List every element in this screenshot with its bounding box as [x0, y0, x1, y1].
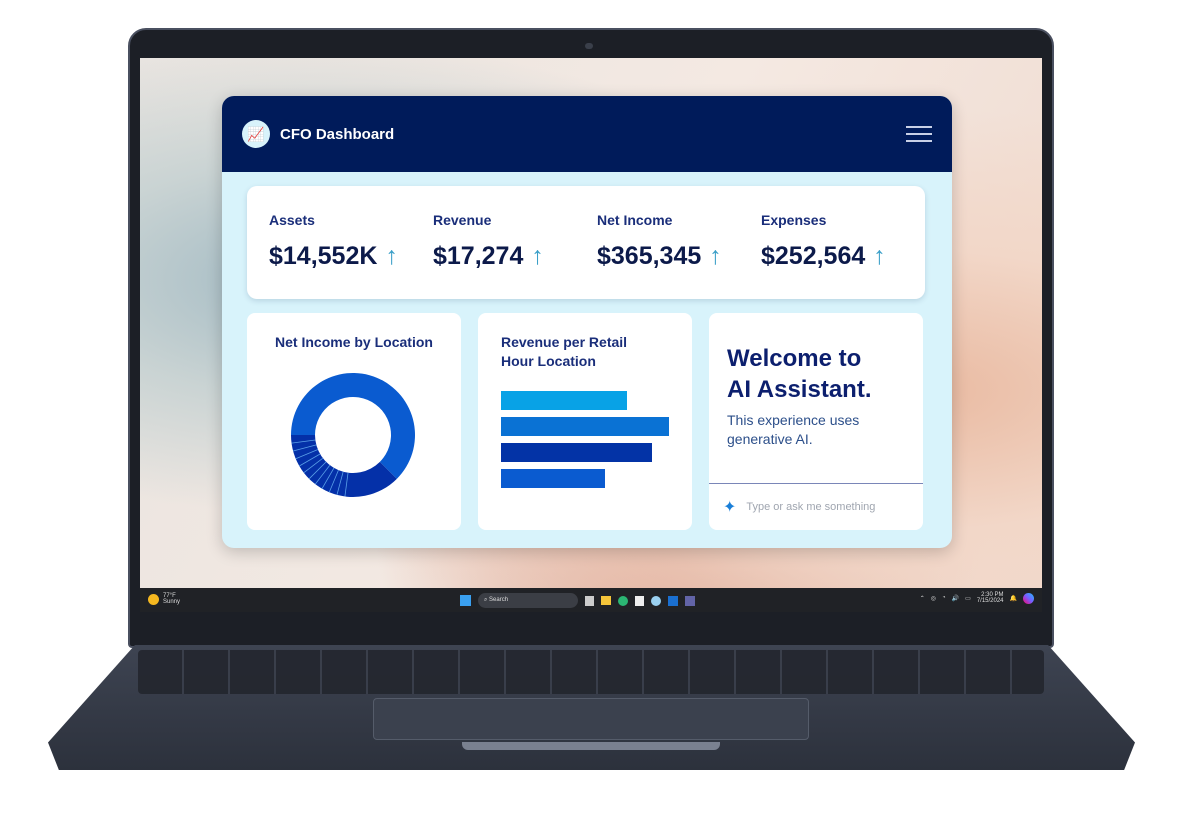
arrow-up-icon: ↑ [873, 242, 886, 270]
kpi-label: Net Income [597, 212, 673, 228]
donut-stripe [308, 461, 327, 480]
donut-stripe [328, 469, 339, 493]
file-explorer-icon[interactable] [601, 596, 611, 605]
donut-stripe [303, 457, 324, 474]
hamburger-menu-icon[interactable] [906, 126, 932, 142]
revenue-card[interactable]: Revenue per Retail Hour Location [478, 313, 692, 530]
ai-assistant-card: Welcome to AI Assistant. This experience … [709, 313, 923, 530]
ai-prompt-input[interactable]: ✦ Type or ask me something [723, 497, 875, 517]
weather-widget[interactable]: 77°F Sunny [148, 593, 180, 605]
kpi-expenses: Expenses $252,564 ↑ [761, 212, 925, 299]
donut-slice [291, 373, 415, 479]
donut-chart [291, 373, 415, 497]
bell-icon[interactable]: 🔔 [1009, 595, 1017, 602]
title-line: Welcome to [727, 345, 862, 372]
clock[interactable]: 2:30 PM 7/15/2024 [977, 592, 1004, 604]
donut-stripe [336, 471, 344, 495]
arrow-up-icon: ↑ [709, 242, 722, 270]
title-line: Revenue per Retail [501, 334, 628, 350]
arrow-up-icon: ↑ [531, 242, 544, 270]
chevron-up-icon[interactable]: ⌃ [919, 595, 925, 602]
weather-text: Sunny [163, 599, 181, 605]
windows-start-icon[interactable] [460, 595, 471, 606]
bar [501, 443, 653, 462]
card-title: Revenue per Retail Hour Location [501, 333, 692, 371]
kpi-value: $17,274 [433, 242, 524, 270]
copilot-icon[interactable] [1023, 592, 1034, 604]
date: 7/15/2024 [976, 598, 1004, 604]
webcam [585, 43, 593, 49]
dashboard-header: 📈 CFO Dashboard [222, 96, 952, 172]
laptop-lip [462, 742, 720, 750]
donut-stripe [344, 472, 349, 497]
kpi-label: Assets [269, 212, 315, 228]
sun-icon [148, 593, 159, 605]
edge-icon[interactable] [618, 595, 628, 606]
kpi-assets: Assets $14,552K ↑ [269, 212, 433, 299]
wifi-icon[interactable]: ◔ [942, 595, 946, 601]
taskbar: 77°F Sunny ⌕ Search ⌃ ◎ ◔ 🔊 ▭ 2:30 PM 7/15/202… [140, 588, 1042, 612]
bar [501, 469, 606, 488]
ai-description: This experience uses generative AI. [727, 412, 860, 447]
copilot-app-icon[interactable] [651, 595, 661, 606]
outlook-icon[interactable] [668, 595, 678, 606]
teams-icon[interactable] [685, 595, 695, 606]
bar [501, 417, 669, 436]
bar [501, 391, 627, 410]
kpi-value: $252,564 [761, 242, 866, 270]
donut-stripe [321, 467, 335, 489]
time: 2:30 PM [981, 592, 1004, 598]
chart-growth-icon: 📈 [242, 120, 270, 148]
battery-icon[interactable]: ▭ [965, 595, 971, 602]
donut-stripe [293, 444, 317, 452]
volume-icon[interactable]: 🔊 [951, 595, 960, 602]
touchpad [373, 698, 809, 740]
app-icon[interactable] [585, 595, 594, 606]
kpi-revenue: Revenue $17,274 ↑ [433, 212, 597, 299]
search-label: Search [489, 597, 509, 603]
kpi-label: Expenses [761, 212, 827, 228]
app-title: CFO Dashboard [280, 125, 395, 143]
net-income-card[interactable]: Net Income by Location [247, 313, 461, 530]
arrow-up-icon: ↑ [385, 242, 398, 270]
screen: 📈 CFO Dashboard Assets $14,552K ↑ Revenue $… [140, 58, 1042, 612]
store-icon[interactable] [635, 595, 644, 606]
divider [709, 483, 923, 484]
donut-stripe [291, 439, 316, 444]
cfo-dashboard: 📈 CFO Dashboard Assets $14,552K ↑ Revenue $… [222, 96, 952, 548]
search-box[interactable]: ⌕ Search [478, 593, 578, 608]
donut-stripe [299, 453, 321, 467]
title-line: Hour Location [501, 353, 596, 369]
title-line: AI Assistant. [727, 376, 872, 403]
input-placeholder: Type or ask me something [746, 501, 876, 513]
donut-slice [291, 435, 397, 497]
kpi-value: $365,345 [597, 242, 702, 270]
kpi-label: Revenue [433, 212, 492, 228]
ai-title: Welcome to AI Assistant. [727, 343, 923, 405]
sparkle-icon: ✦ [723, 499, 737, 516]
kpi-card: Assets $14,552K ↑ Revenue $17,274 ↑ Net Inco… [247, 186, 925, 299]
search-icon: ⌕ [484, 597, 490, 603]
kpi-net-income: Net Income $365,345 ↑ [597, 212, 761, 299]
card-title: Net Income by Location [275, 334, 433, 350]
weather-temp: 77°F [163, 593, 176, 599]
keyboard [138, 650, 1044, 694]
donut-stripe [314, 464, 331, 485]
donut-stripe [295, 449, 319, 460]
kpi-value: $14,552K [269, 242, 378, 270]
network-icon[interactable]: ◎ [930, 595, 937, 602]
